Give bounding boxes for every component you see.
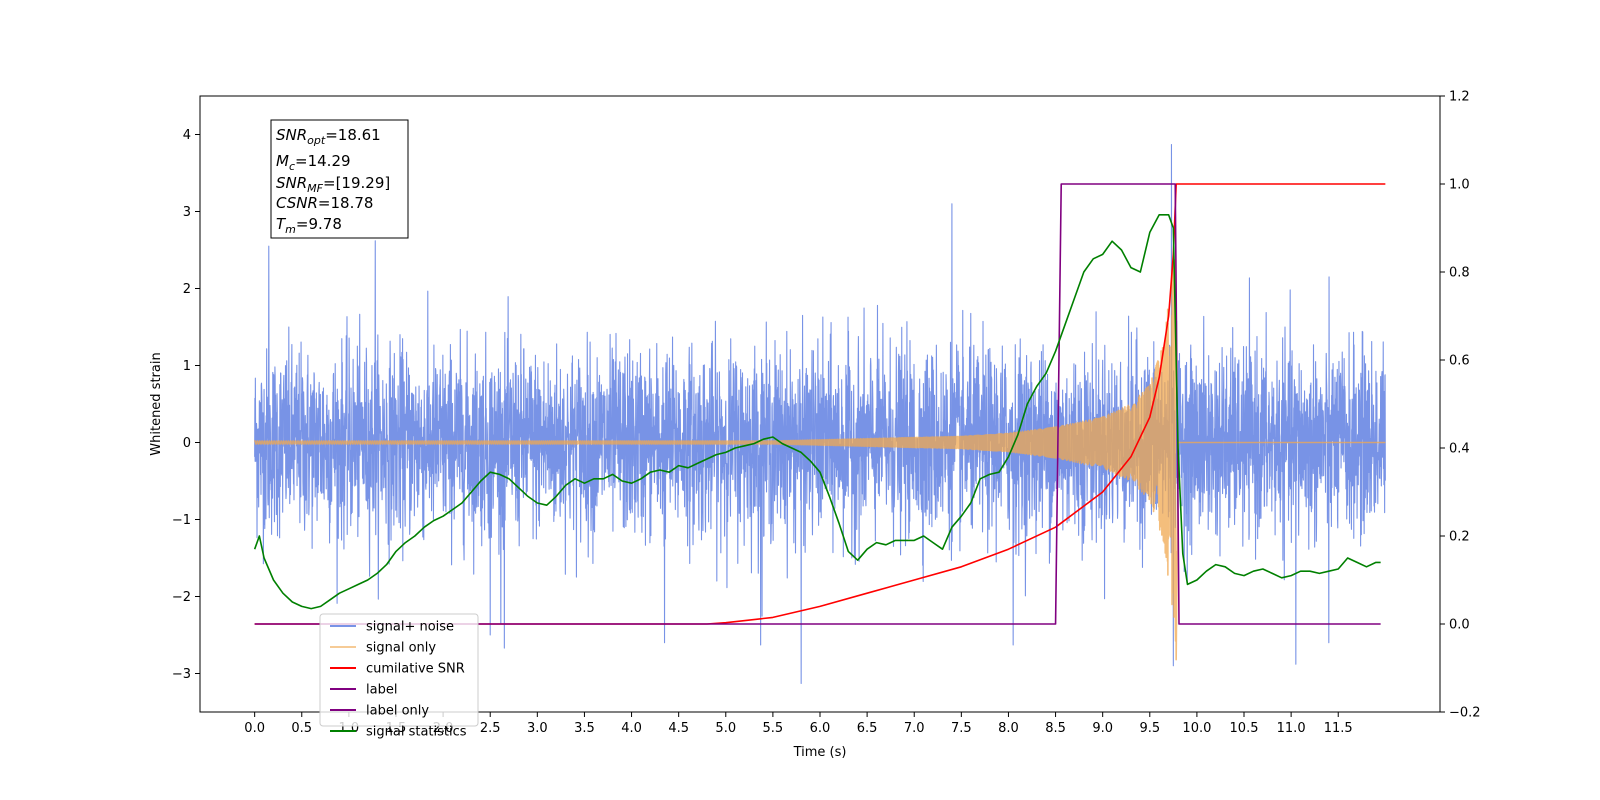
x-axis-label: Time (s)	[793, 745, 847, 760]
x-tick-label-15: 7.5	[951, 721, 972, 736]
y-tick-label-3: 0	[183, 436, 191, 451]
x-tick-label-21: 10.5	[1230, 721, 1259, 736]
x-tick-label-14: 7.0	[904, 721, 925, 736]
x-tick-label-13: 6.5	[857, 721, 878, 736]
x-tick-label-6: 3.0	[527, 721, 548, 736]
x-tick-label-17: 8.5	[1045, 721, 1066, 736]
y-tick-label-7: 4	[183, 128, 191, 143]
y-tick-label-6: 3	[183, 205, 191, 220]
annotation-box: SNRopt=18.61 Mc=14.29 SNRMF=[19.29] CSNR…	[270, 119, 409, 239]
series-line-signal-statistics	[253, 214, 1381, 610]
x-tick-label-7: 3.5	[574, 721, 595, 736]
x-tick-label-19: 9.5	[1139, 721, 1160, 736]
annotation-csnr: CSNR=18.78	[276, 194, 373, 212]
y-tick-label-0: −3	[172, 667, 191, 682]
legend-frame	[319, 613, 479, 727]
y2-tick-label-1: 0.0	[1449, 618, 1470, 633]
x-tick-label-20: 10.0	[1182, 721, 1211, 736]
x-tick-label-5: 2.5	[480, 721, 501, 736]
annotation-merger-time: Tm=9.78	[276, 215, 342, 236]
annotation-frame	[270, 119, 409, 239]
x-tick-label-1: 0.5	[291, 721, 312, 736]
legend-label-label: label	[366, 683, 397, 698]
y-axis-label: Whitened strain	[149, 352, 164, 455]
legend-label-cumilative-snr: cumilative SNR	[366, 662, 465, 677]
annotation-chirp-mass: Mc=14.29	[276, 152, 351, 173]
legend-entries: signal+ noise signal only cumilative SNR la…	[330, 620, 467, 740]
y2-tick-label-5: 0.8	[1449, 266, 1470, 281]
y-tick-label-4: 1	[183, 359, 191, 374]
y2-tick-label-2: 0.2	[1449, 530, 1470, 545]
x-tick-label-23: 11.5	[1324, 721, 1353, 736]
legend: signal+ noise signal only cumilative SNR la…	[319, 613, 479, 740]
x-tick-label-10: 5.0	[715, 721, 736, 736]
x-tick-label-8: 4.0	[621, 721, 642, 736]
x-tick-label-9: 4.5	[668, 721, 689, 736]
annotation-snr-opt: SNRopt=18.61	[276, 126, 381, 147]
series-line-signal-only	[253, 259, 1386, 661]
x-tick-label-12: 6.0	[810, 721, 831, 736]
legend-label-label-only: label only	[366, 704, 429, 719]
y2-tick-label-0: −0.2	[1449, 706, 1481, 721]
y-tick-label-1: −2	[172, 590, 191, 605]
y2-tick-label-6: 1.0	[1449, 178, 1470, 193]
x-tick-label-16: 8.0	[998, 721, 1019, 736]
x-tick-label-0: 0.0	[244, 721, 265, 736]
series-line-label	[254, 183, 1381, 625]
x-tick-label-22: 11.0	[1277, 721, 1306, 736]
plot-layer	[253, 143, 1386, 685]
y2-tick-label-4: 0.6	[1449, 354, 1470, 369]
y2-tick-label-7: 1.2	[1449, 90, 1470, 105]
y-tick-label-2: −1	[172, 513, 191, 528]
series-line-signal-noise	[254, 143, 1386, 685]
annotation-snr-mf: SNRMF=[19.29]	[276, 174, 390, 195]
y-tick-label-5: 2	[183, 282, 191, 297]
y2-tick-label-3: 0.4	[1449, 442, 1470, 457]
x-tick-label-18: 9.0	[1092, 721, 1113, 736]
legend-label-signal-noise: signal+ noise	[366, 620, 454, 635]
legend-label-signal-statistics: signal statistics	[366, 725, 467, 740]
legend-label-signal-only: signal only	[366, 641, 436, 656]
x-tick-label-11: 5.5	[763, 721, 784, 736]
